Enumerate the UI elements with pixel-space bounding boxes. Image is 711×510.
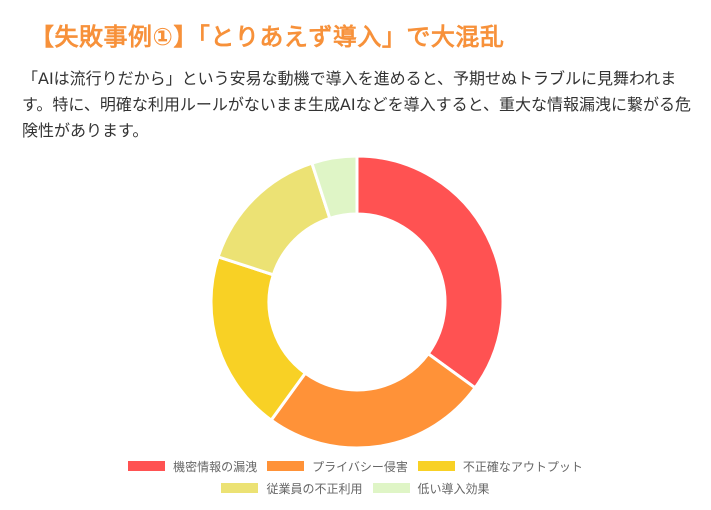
chart-segment[interactable] — [309, 154, 359, 221]
legend-label: 従業員の不正利用 — [266, 481, 363, 496]
legend-swatch — [372, 483, 410, 493]
legend-item-low-effect[interactable]: 低い導入効果 — [372, 480, 490, 497]
legend-row-2: 従業員の不正利用 低い導入効果 — [0, 477, 711, 499]
doughnut-chart — [209, 154, 505, 450]
description-line: 「AIは流行りだから」という安易な動機で導入を進めると、予期せぬトラブルに見舞わ… — [22, 69, 677, 88]
legend-swatch — [417, 461, 455, 471]
legend-swatch — [267, 461, 305, 471]
description-line: 険性があります。 — [22, 121, 149, 140]
legend-item-inaccurate-output[interactable]: 不正確なアウトプット — [417, 458, 583, 475]
chart-legend: 機密情報の漏洩 プライバシー侵害 不正確なアウトプット 従業員の不正利用 低い導… — [0, 455, 711, 499]
legend-label: 低い導入効果 — [417, 481, 490, 496]
legend-item-privacy[interactable]: プライバシー侵害 — [267, 458, 408, 475]
legend-row-1: 機密情報の漏洩 プライバシー侵害 不正確なアウトプット — [0, 455, 711, 477]
legend-swatch — [128, 461, 166, 471]
legend-label: プライバシー侵害 — [312, 459, 408, 474]
description-line: す。特に、明確な利用ルールがないまま生成AIなどを導入すると、重大な情報漏洩に繋… — [22, 95, 691, 114]
chart-segment[interactable] — [269, 351, 478, 450]
legend-label: 機密情報の漏洩 — [173, 459, 258, 474]
legend-item-data-leak[interactable]: 機密情報の漏洩 — [128, 458, 257, 475]
section-title: 【失敗事例①】「とりあえず導入」で大混乱 — [30, 23, 505, 51]
legend-item-employee-misuse[interactable]: 従業員の不正利用 — [221, 480, 363, 497]
legend-swatch — [221, 483, 259, 493]
chart-segment[interactable] — [216, 161, 332, 277]
description-paragraph: 「AIは流行りだから」という安易な動機で導入を進めると、予期せぬトラブルに見舞わ… — [22, 66, 702, 144]
legend-label: 不正確なアウトプット — [462, 459, 583, 474]
chart-segment[interactable] — [355, 154, 505, 390]
